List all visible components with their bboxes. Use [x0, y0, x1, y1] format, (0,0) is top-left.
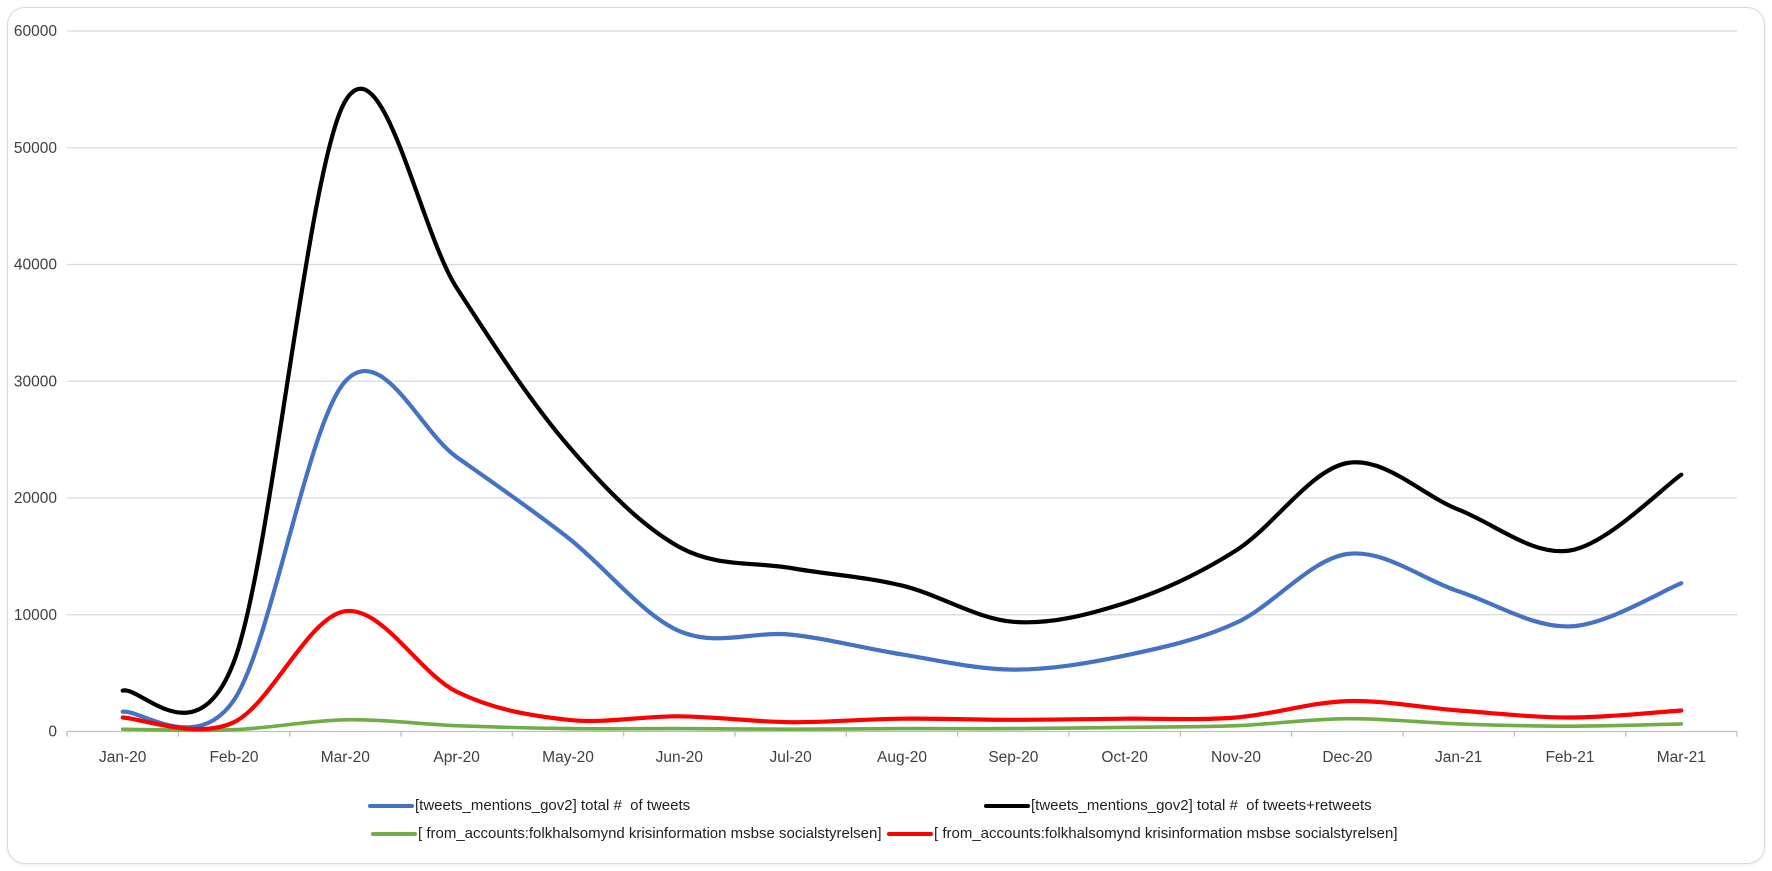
- x-axis-tick-label: Jan-21: [1435, 749, 1482, 766]
- x-axis-tick-label: Apr-20: [433, 749, 480, 766]
- y-axis-tick-label: 40000: [14, 257, 57, 274]
- x-axis-tick-label: Jan-20: [99, 749, 147, 766]
- x-axis-tick-label: Mar-20: [321, 749, 370, 766]
- x-axis-tick-label: Oct-20: [1101, 749, 1148, 766]
- x-axis-tick-label: Feb-21: [1545, 749, 1594, 766]
- chart-card: [7, 7, 1765, 864]
- x-axis-tick-label: Mar-21: [1657, 749, 1706, 766]
- series-line-1: [120, 86, 1684, 715]
- x-axis-tick-label: Sep-20: [988, 749, 1038, 766]
- y-axis-tick-label: 30000: [14, 373, 57, 390]
- y-axis-tick-label: 50000: [14, 140, 57, 157]
- y-axis-tick-label: 10000: [14, 607, 57, 624]
- x-axis-tick-label: Nov-20: [1211, 749, 1261, 766]
- series-line-2: [120, 716, 1684, 733]
- series-line-3: [120, 609, 1684, 732]
- series-line-0: [120, 369, 1684, 730]
- x-axis-tick-label: Feb-20: [209, 749, 258, 766]
- x-axis-tick-label: Aug-20: [877, 749, 927, 766]
- x-axis-tick-label: Jun-20: [656, 749, 704, 766]
- y-axis-tick-label: 0: [48, 724, 57, 741]
- y-axis-tick-label: 60000: [14, 23, 57, 40]
- x-axis-tick-label: Jul-20: [770, 749, 813, 766]
- y-axis-tick-label: 20000: [14, 490, 57, 507]
- x-axis-tick-label: May-20: [542, 749, 594, 766]
- x-axis-tick-label: Dec-20: [1322, 749, 1372, 766]
